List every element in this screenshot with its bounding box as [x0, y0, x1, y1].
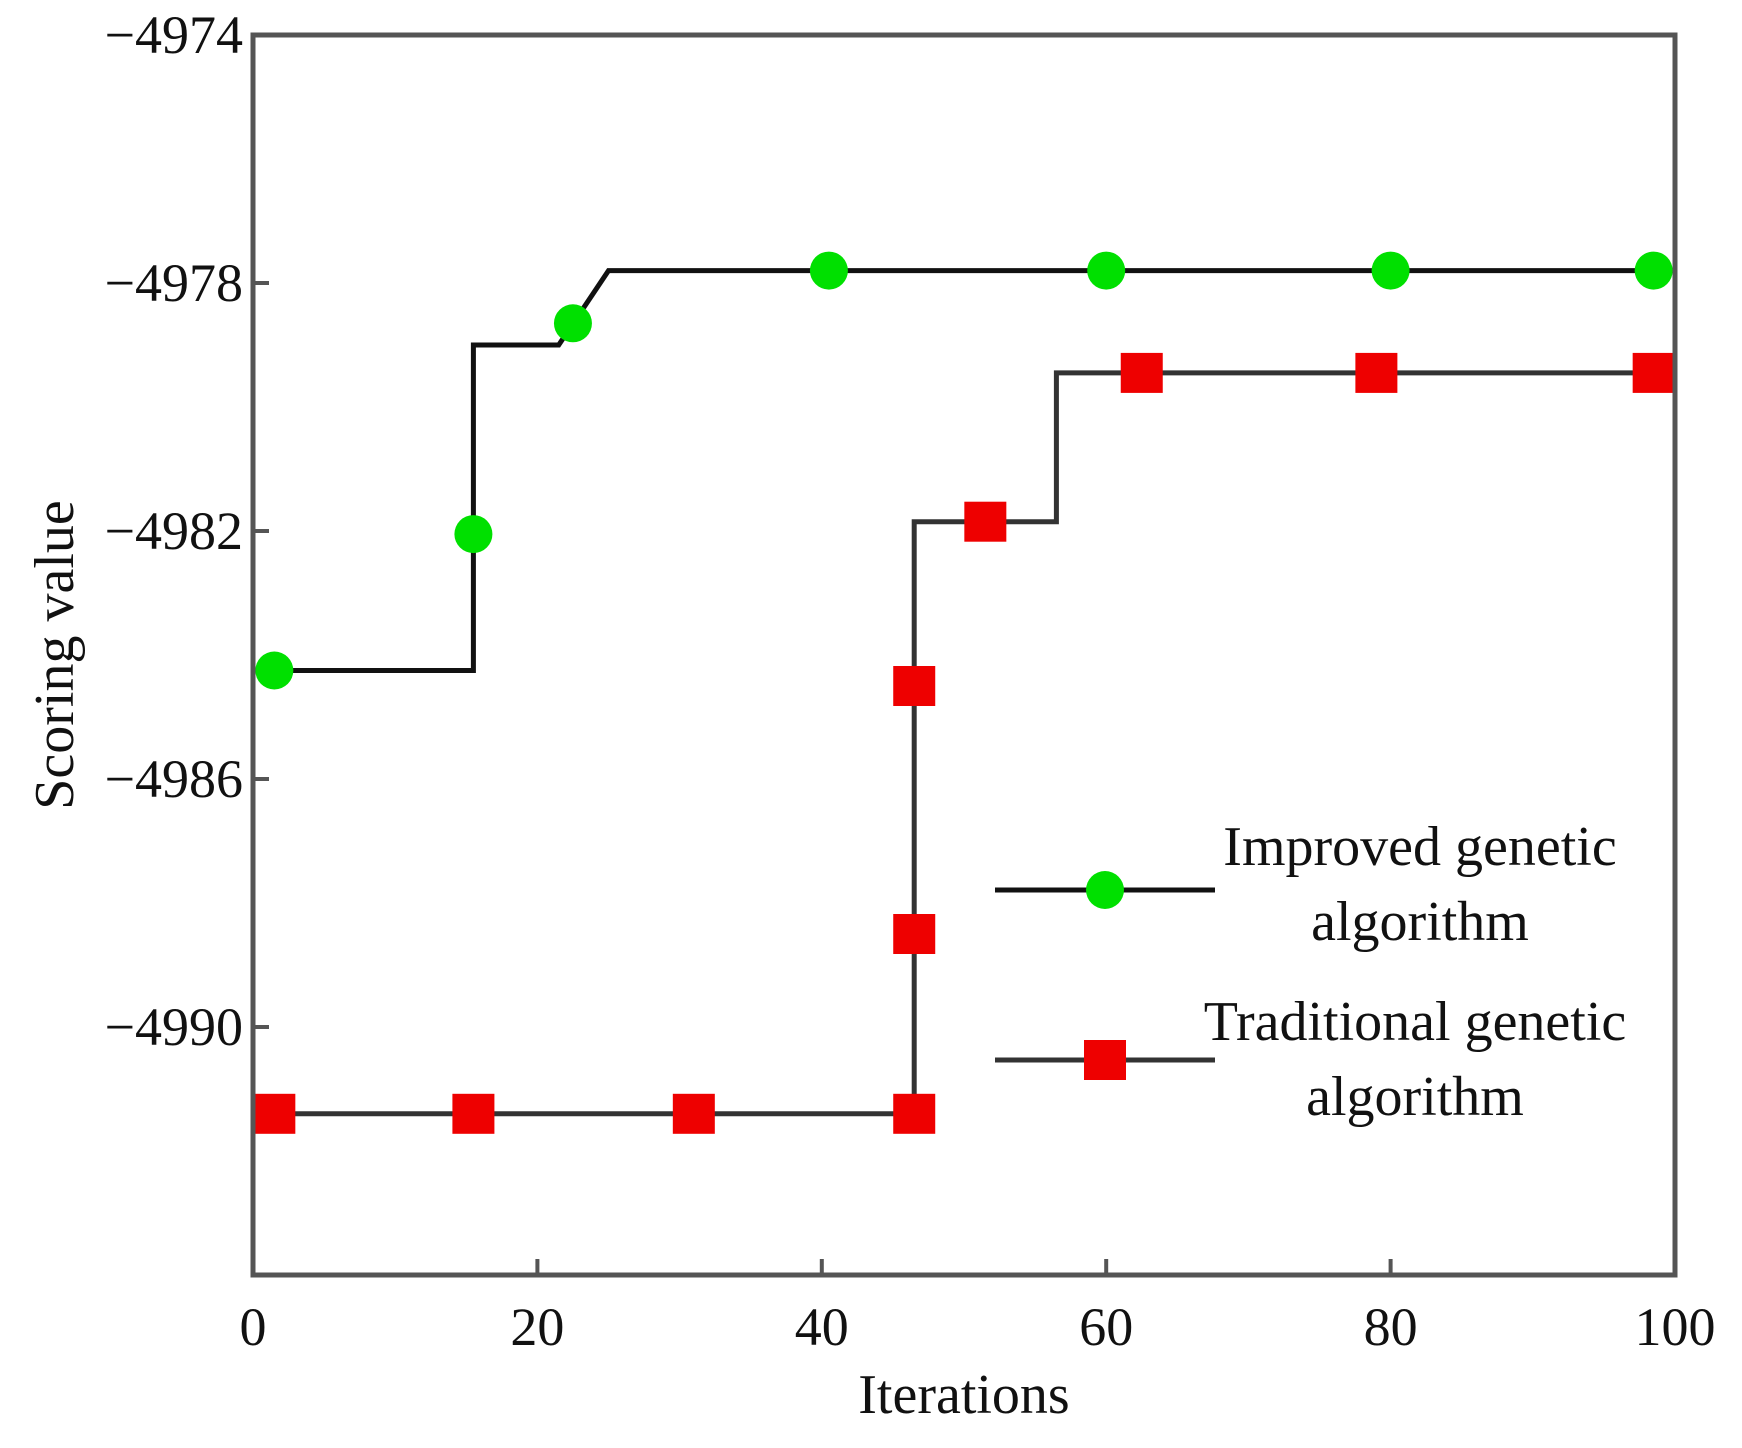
- x-tick-label: 20: [510, 1297, 564, 1357]
- y-tick-label: −4978: [105, 253, 243, 313]
- legend-label: algorithm: [1311, 891, 1529, 953]
- legend-label: Traditional genetic: [1204, 991, 1627, 1053]
- series-line: [274, 268, 1675, 673]
- ticks-layer: 0 20 40 60 80 100 −4974 −4978 −4982 −4986 −4990: [105, 5, 1716, 1357]
- series-1: [253, 352, 1675, 1134]
- data-point: [893, 914, 936, 954]
- y-tick-label: −4986: [105, 749, 243, 809]
- data-point: [253, 1093, 296, 1134]
- data-point: [1087, 251, 1126, 290]
- plot-frame: [250, 32, 1678, 1278]
- data-point: [893, 1093, 936, 1134]
- data-point: [255, 651, 294, 690]
- x-tick-label: 100: [1635, 1297, 1716, 1357]
- x-tick-label: 60: [1079, 1297, 1133, 1357]
- data-point: [454, 515, 493, 554]
- data-point: [672, 1093, 715, 1134]
- x-axis-label: Iterations: [858, 1364, 1069, 1426]
- x-tick-label: 40: [795, 1297, 849, 1357]
- y-tick-label: −4974: [105, 5, 243, 65]
- y-tick-label: −4982: [105, 501, 243, 561]
- legend-marker: [1086, 871, 1124, 909]
- data-point: [1634, 251, 1673, 290]
- data-point: [1355, 352, 1398, 393]
- legend-entry: Improved genetic algorithm: [995, 816, 1617, 953]
- x-tick-label: 0: [240, 1297, 267, 1357]
- data-point: [893, 666, 936, 706]
- series-0: [255, 251, 1675, 690]
- data-point: [1632, 352, 1675, 393]
- data-point: [1371, 251, 1410, 290]
- data-point: [553, 304, 592, 343]
- y-axis-label: Scoring value: [24, 500, 86, 809]
- legend-entry: Traditional genetic algorithm: [995, 991, 1626, 1128]
- data-point: [452, 1093, 495, 1134]
- series-layer: [253, 251, 1675, 1134]
- legend-label: Improved genetic: [1223, 816, 1616, 878]
- x-tick-label: 80: [1364, 1297, 1418, 1357]
- data-point: [809, 251, 848, 290]
- legend-marker: [1084, 1040, 1126, 1080]
- data-point: [1120, 352, 1163, 393]
- legend-label: algorithm: [1306, 1066, 1524, 1128]
- y-tick-label: −4990: [105, 997, 243, 1057]
- data-point: [964, 501, 1007, 542]
